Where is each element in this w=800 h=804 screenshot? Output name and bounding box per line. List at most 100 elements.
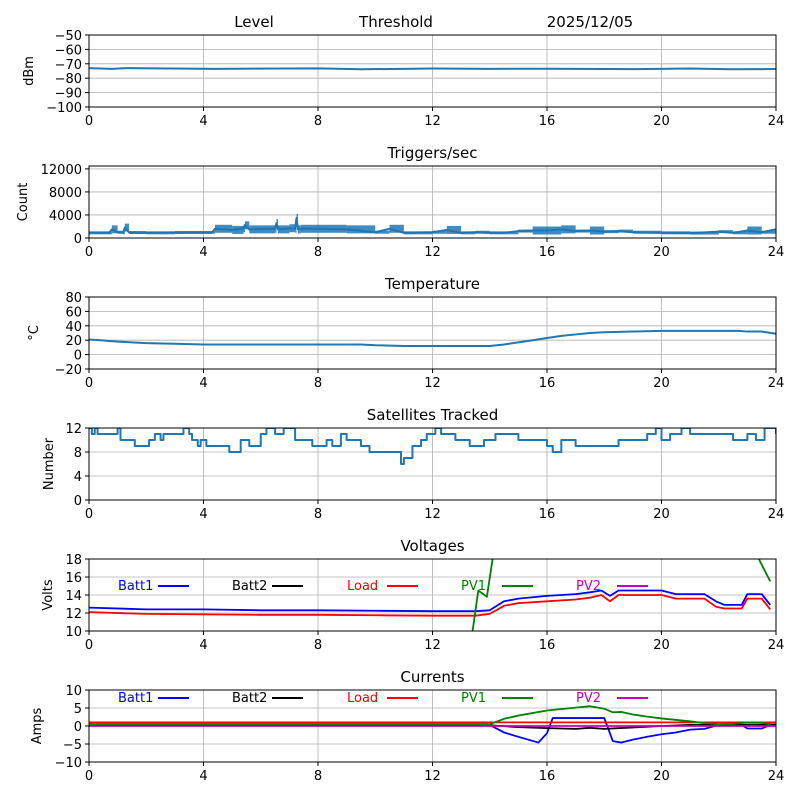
header-labels: Level Threshold 2025/12/05	[234, 13, 633, 31]
legend-label-load: Load	[347, 691, 378, 706]
series-line-pv1	[89, 705, 771, 726]
y-tick-label: 20	[65, 334, 82, 349]
series-band-segment	[296, 213, 298, 222]
x-tick-label: 0	[85, 245, 93, 260]
x-tick-label: 0	[85, 769, 93, 784]
series-band-segment	[300, 224, 318, 233]
x-tick-label: 12	[424, 769, 441, 784]
series-line-temperature	[89, 329, 776, 347]
series-group	[89, 428, 776, 465]
series-band-segment	[446, 225, 462, 234]
legend-label-batt2: Batt2	[232, 691, 267, 706]
x-tick-label: 8	[314, 638, 322, 653]
series-band-segment	[661, 231, 691, 235]
x-tick-label: 12	[424, 245, 441, 260]
series-band-segment	[249, 225, 276, 234]
x-tick-label: 24	[768, 769, 785, 784]
series-line-load	[89, 594, 771, 617]
y-tick-label: 60	[65, 305, 82, 320]
chart-title: Voltages	[400, 537, 464, 555]
satellites-panel: 0 4 8 12 16 20 24 0 4 8 12 Satellites Tracked Number	[42, 406, 784, 522]
chart-title: Temperature	[384, 275, 480, 293]
series-band-segment	[124, 223, 130, 232]
x-tick-label: 8	[314, 507, 322, 522]
series-group	[89, 329, 776, 347]
series-band-segment	[275, 224, 277, 233]
y-tick-label: 4	[74, 470, 82, 485]
y-tick-label: −5	[63, 738, 82, 753]
x-tick-label: 24	[768, 114, 785, 129]
y-tick-label: 80	[65, 291, 82, 306]
level-panel: 0 4 8 12 16 20 24 −100−90−80−70−60−50 dBm	[22, 29, 784, 129]
legend: Batt1 Batt2 Load PV1 PV2	[118, 579, 648, 594]
chart-title: Currents	[400, 668, 464, 686]
y-tick-label: −10	[55, 756, 82, 771]
y-tick-label: −90	[55, 87, 82, 102]
y-axis-label: Number	[42, 437, 57, 490]
series-band-segment	[174, 231, 213, 235]
y-tick-label: −50	[55, 29, 82, 44]
y-tick-label: 18	[65, 553, 82, 568]
series-band-segment	[277, 225, 290, 234]
x-tick-label: 20	[653, 245, 670, 260]
x-tick-label: 20	[653, 769, 670, 784]
y-tick-label: −20	[55, 363, 82, 378]
legend-label-pv2: PV2	[576, 579, 601, 594]
series-band-segment	[489, 231, 505, 235]
x-tick-label: 8	[314, 114, 322, 129]
series-band-segment	[632, 230, 662, 234]
x-tick-label: 12	[424, 376, 441, 391]
series-band-segment	[111, 225, 118, 234]
y-tick-label: 16	[65, 571, 82, 586]
x-tick-label: 0	[85, 638, 93, 653]
triggers-panel: 0 4 8 12 16 20 24 0 4000 8000 12000 Triggers/sec Cou…	[16, 144, 784, 260]
chart-title: Satellites Tracked	[367, 406, 498, 424]
series-band-segment	[604, 230, 619, 234]
y-tick-label: −60	[55, 43, 82, 58]
legend-label-batt1: Batt1	[118, 691, 153, 706]
series-line-level	[89, 67, 776, 71]
x-tick-label: 0	[85, 376, 93, 391]
y-axis-label: Volts	[41, 579, 56, 611]
y-tick-label: 10	[65, 625, 82, 640]
x-tick-label: 8	[314, 376, 322, 391]
x-tick-label: 16	[539, 769, 556, 784]
series-band-segment	[297, 225, 301, 234]
x-tick-label: 24	[768, 638, 785, 653]
y-tick-label: 12	[65, 422, 82, 437]
series-band-segment	[214, 224, 233, 233]
series-band-segment	[589, 226, 605, 235]
series-band-segment	[761, 230, 776, 234]
x-tick-label: 8	[314, 769, 322, 784]
x-tick-label: 16	[539, 245, 556, 260]
legend-label-batt2: Batt2	[232, 579, 267, 594]
series-group	[89, 67, 776, 71]
series-band-segment	[129, 231, 147, 235]
x-tick-label: 16	[539, 507, 556, 522]
header-label-threshold: Threshold	[358, 13, 433, 31]
y-tick-label: 5	[74, 702, 82, 717]
series-band-segment	[504, 231, 519, 235]
y-tick-label: 8	[74, 446, 82, 461]
series-band-segment	[618, 229, 633, 233]
y-axis-label: dBm	[22, 56, 37, 86]
y-tick-label: 12	[65, 607, 82, 622]
x-tick-label: 4	[199, 769, 207, 784]
legend-label-batt1: Batt1	[118, 579, 153, 594]
y-tick-label: 14	[65, 589, 82, 604]
series-band-segment	[475, 230, 490, 234]
series-band-segment	[561, 225, 576, 234]
header-label-level: Level	[234, 13, 274, 31]
x-tick-label: 24	[768, 376, 785, 391]
series-line-satellites	[89, 428, 776, 465]
x-tick-label: 24	[768, 507, 785, 522]
series-band-segment	[461, 231, 476, 235]
legend-label-pv1: PV1	[461, 691, 486, 706]
x-tick-label: 8	[314, 245, 322, 260]
series-band-segment	[245, 221, 250, 230]
